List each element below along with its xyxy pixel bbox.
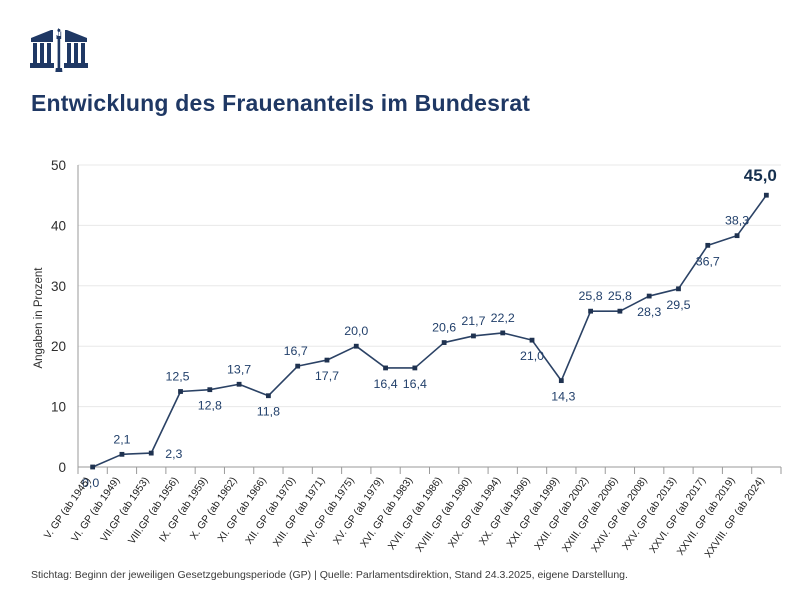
data-marker — [588, 308, 594, 314]
data-marker — [441, 340, 447, 345]
page-title: Entwicklung des Frauenanteils im Bundesr… — [31, 90, 531, 116]
data-marker — [119, 451, 125, 457]
data-point-label: 17,7 — [315, 369, 339, 383]
data-marker — [705, 242, 711, 248]
data-point-label: 2,3 — [165, 447, 182, 461]
data-point-label: 2,1 — [113, 432, 130, 446]
x-axis-category-label: XXIII. GP (ab 2006) — [560, 475, 620, 554]
data-marker — [324, 357, 330, 363]
y-axis-tick-label: 50 — [51, 158, 66, 173]
data-marker — [265, 393, 271, 399]
data-marker — [236, 381, 242, 387]
data-point-label: 13,7 — [227, 362, 251, 376]
data-point-label: 12,5 — [165, 370, 189, 384]
data-markers — [90, 192, 769, 470]
x-axis-ticks — [77, 467, 782, 474]
y-axis-tick-label: 40 — [51, 218, 66, 233]
data-point-label: 14,3 — [551, 390, 575, 404]
x-axis-category-labels: V. GP (ab 1945)VI. GP (ab 1949)VII.GP (a… — [43, 475, 767, 560]
data-marker — [412, 365, 418, 371]
data-marker — [90, 464, 96, 470]
data-point-label-highlighted: 45,0 — [744, 166, 777, 185]
data-point-label: 16,4 — [374, 377, 398, 391]
x-axis-category-label: XXIV. GP (ab 2008) — [590, 475, 650, 554]
data-marker — [148, 450, 154, 456]
x-axis-category-label: XIII. GP (ab 1971) — [271, 475, 327, 548]
data-marker — [676, 286, 681, 292]
data-marker — [500, 330, 506, 336]
data-point-labels: 0,0 2,1 2,3 12,5 12,8 13,7 11,8 16,7 17,7 20,0 16,… — [82, 166, 777, 490]
data-point-label: 20,0 — [344, 324, 368, 338]
data-point-label: 25,8 — [608, 289, 632, 303]
series-polyline — [92, 194, 768, 468]
data-point-label: 20,6 — [432, 321, 456, 335]
data-marker — [763, 192, 769, 198]
data-marker — [178, 389, 183, 394]
data-marker — [471, 333, 476, 339]
data-point-label: 29,5 — [666, 298, 690, 312]
data-point-label: 25,8 — [579, 289, 603, 303]
data-marker — [734, 233, 740, 239]
y-axis-ticks: 0 10 20 30 40 50 — [51, 158, 66, 475]
parliament-logo — [29, 27, 89, 73]
x-axis-category-label: XIV. GP (ab 1975) — [301, 475, 357, 549]
x-axis-category-label: XXVI. GP (ab 2017) — [648, 475, 709, 555]
source-footnote: Stichtag: Beginn der jeweiligen Gesetzge… — [31, 569, 628, 581]
x-axis-category-label: XXVIII. GP (ab 2024) — [703, 475, 767, 560]
data-point-label: 21,0 — [520, 349, 544, 363]
x-axis-category-label: XVI. GP (ab 1983) — [359, 475, 416, 549]
data-marker — [353, 343, 359, 349]
x-axis-category-label: XIX. GP (ab 1994) — [447, 475, 504, 549]
y-axis-tick-label: 20 — [51, 339, 66, 354]
axis-lines — [77, 165, 781, 468]
data-point-label: 22,2 — [491, 311, 515, 325]
data-marker — [383, 365, 388, 371]
parliament-building-icon — [30, 28, 88, 72]
data-point-label: 11,8 — [257, 405, 280, 419]
data-point-label: 38,3 — [725, 214, 749, 228]
x-axis-category-label: XVIII. GP (ab 1990) — [414, 475, 474, 554]
data-marker — [529, 337, 535, 343]
data-point-label: 28,3 — [637, 305, 661, 319]
data-point-label: 12,8 — [198, 399, 222, 413]
y-axis-tick-label: 0 — [58, 460, 66, 475]
y-axis-tick-label: 30 — [51, 279, 66, 294]
y-axis-title: Angaben in Prozent — [33, 267, 45, 369]
data-marker — [207, 387, 213, 393]
data-point-label: 16,4 — [403, 377, 427, 391]
data-point-label: 21,7 — [461, 314, 485, 328]
data-marker — [646, 293, 652, 299]
x-axis-category-label: XVII. GP (ab 1986) — [386, 475, 444, 552]
data-marker — [558, 378, 564, 384]
data-point-label: 16,7 — [284, 344, 308, 358]
data-series-line — [92, 194, 768, 468]
gridlines — [78, 164, 781, 408]
x-axis-category-label: XXII. GP (ab 2002) — [533, 475, 591, 552]
data-point-label: 0,0 — [82, 476, 99, 490]
data-marker — [617, 308, 623, 314]
y-axis-tick-label: 10 — [51, 400, 66, 415]
data-marker — [295, 363, 301, 369]
x-axis-category-label: XXV. GP (ab 2013) — [621, 475, 679, 552]
x-axis-category-label: XXI. GP (ab 1999) — [505, 475, 562, 549]
data-point-label: 36,7 — [696, 254, 720, 268]
